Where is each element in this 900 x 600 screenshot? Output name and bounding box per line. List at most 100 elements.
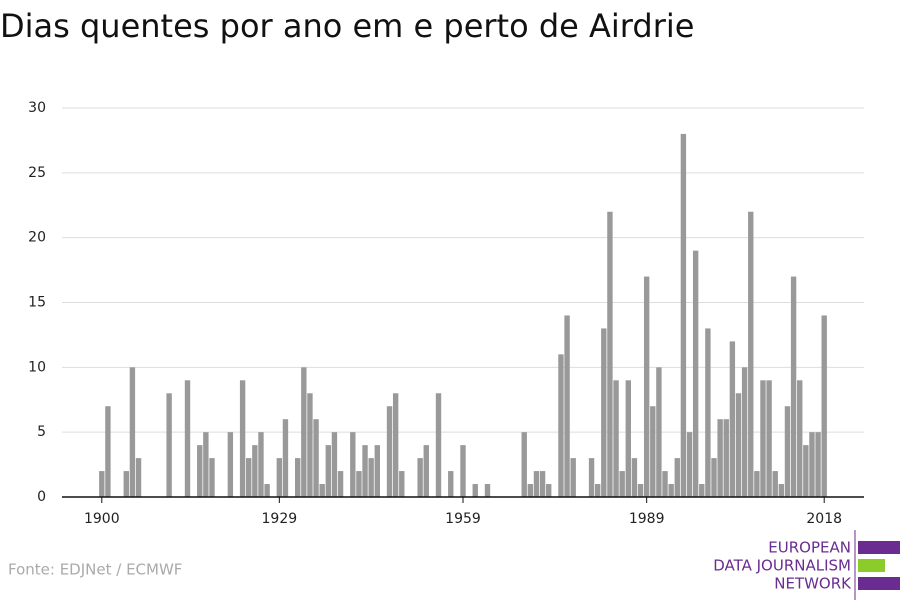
logo-text: DATA JOURNALISM [713, 557, 851, 575]
bar [123, 471, 129, 497]
bar [374, 445, 380, 497]
y-tick-label: 5 [37, 424, 46, 440]
bar [821, 315, 827, 497]
bar [350, 432, 356, 497]
bar [662, 471, 668, 497]
chart-title: Dias quentes por ano em e perto de Airdr… [0, 7, 694, 45]
bar [778, 484, 785, 497]
bar [735, 393, 742, 497]
bar [319, 484, 325, 497]
logo-bar [858, 541, 900, 554]
logo: EUROPEAN DATA JOURNALISM NETWORK [713, 530, 900, 600]
bar [368, 458, 374, 497]
bar [766, 380, 772, 497]
bar [717, 419, 723, 497]
bar [797, 380, 803, 497]
bar [252, 445, 258, 497]
bar [601, 328, 607, 497]
bar [448, 471, 454, 497]
bar [362, 445, 368, 497]
bar [325, 445, 332, 497]
bar [184, 380, 191, 497]
bar [166, 393, 172, 497]
bar [711, 458, 717, 497]
source: Fonte: EDJNet / ECMWF [8, 561, 182, 579]
bar [521, 432, 527, 497]
bar [105, 406, 111, 497]
y-tick-label: 25 [28, 165, 46, 181]
bar [417, 458, 423, 497]
bar [276, 458, 283, 497]
bar [203, 432, 209, 497]
x-tick-label: 1900 [84, 511, 120, 527]
bar [686, 432, 693, 497]
bar [729, 341, 736, 497]
bar [135, 458, 142, 497]
bar [301, 367, 307, 497]
bar [625, 380, 631, 497]
logo-bar [858, 577, 900, 590]
bar [760, 380, 766, 497]
bar [246, 458, 252, 497]
bar [674, 458, 680, 497]
bar [331, 432, 338, 497]
bar [650, 406, 656, 497]
bar [227, 432, 234, 497]
bar [313, 419, 319, 497]
bar [613, 380, 619, 497]
bar [129, 367, 136, 497]
bar [258, 432, 264, 497]
x-tick-label: 1959 [445, 511, 481, 527]
bar [337, 471, 344, 497]
bar [282, 419, 289, 497]
bar [484, 484, 491, 497]
bar [748, 211, 754, 497]
bar [472, 484, 478, 497]
y-tick-label: 10 [28, 359, 46, 375]
bar [815, 432, 821, 497]
bar [558, 354, 564, 497]
bar [588, 458, 595, 497]
bar [356, 471, 362, 497]
bar [295, 458, 301, 497]
bar [784, 406, 791, 497]
bar [741, 367, 748, 497]
bar [435, 393, 442, 497]
bar [264, 484, 270, 497]
bar [460, 445, 466, 497]
y-tick-label: 15 [28, 295, 46, 311]
bar [699, 484, 705, 497]
y-tick-label: 20 [28, 230, 46, 246]
y-tick-label: 0 [37, 489, 46, 505]
bar [386, 406, 393, 497]
bar [392, 393, 399, 497]
bar [527, 484, 534, 497]
bar [668, 484, 674, 497]
bar [197, 445, 203, 497]
x-tick-label: 1929 [262, 511, 298, 527]
bar [790, 276, 797, 497]
bar [705, 328, 711, 497]
bar [631, 458, 638, 497]
bar [680, 133, 687, 497]
bar [594, 484, 601, 497]
bar [533, 471, 540, 497]
bar [772, 471, 778, 497]
bar [99, 471, 105, 497]
bar [643, 276, 650, 497]
bar [399, 471, 405, 497]
bar [570, 458, 576, 497]
bar [546, 484, 552, 497]
y-tick-label: 30 [28, 100, 46, 116]
bar [239, 380, 246, 497]
bar [692, 250, 699, 497]
bar [723, 419, 729, 497]
bar [423, 445, 429, 497]
bar [607, 211, 613, 497]
bar [619, 471, 625, 497]
bar [307, 393, 313, 497]
bar [809, 432, 815, 497]
bar [637, 484, 644, 497]
bar [754, 471, 760, 497]
x-tick-label: 2018 [806, 511, 842, 527]
